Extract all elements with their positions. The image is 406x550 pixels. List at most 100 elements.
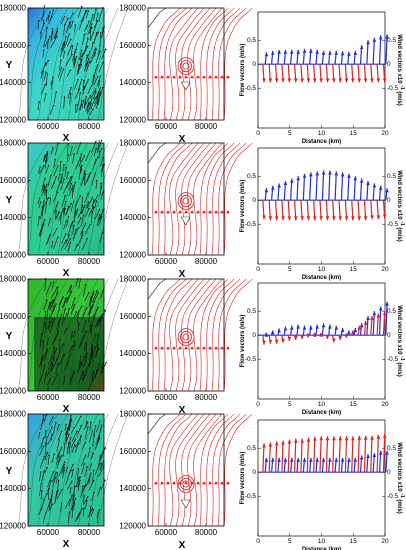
streamline <box>175 278 205 392</box>
flow-vector-head <box>344 436 349 441</box>
wind-arrow <box>76 477 80 487</box>
wind-arrow-head <box>46 348 49 351</box>
wind-arrow <box>69 488 72 495</box>
flow-vector <box>363 435 367 473</box>
wind-arrow <box>50 10 54 20</box>
wind-arrow-head <box>51 241 54 243</box>
streamline <box>211 142 241 256</box>
wind-arrow <box>69 146 73 156</box>
wind-arrow-head <box>51 489 54 492</box>
wind-arrow <box>85 353 88 361</box>
wind-arrow-head <box>83 495 85 497</box>
wind-arrow <box>40 206 43 220</box>
right-tick-label: 0.5 <box>387 37 396 44</box>
right-axis-label: Wind vectors x10 -1 (m/s) <box>396 442 405 513</box>
wind-arrow-head <box>42 19 45 22</box>
wind-arrow <box>97 45 101 57</box>
wind-arrow <box>82 321 87 334</box>
wind-arrow-head <box>64 308 66 310</box>
contour-line <box>77 7 109 121</box>
wind-arrow-head <box>52 310 55 312</box>
wind-arrow <box>81 46 87 58</box>
wind-vector-head <box>347 173 351 178</box>
wind-arrow <box>47 12 51 22</box>
wind-arrow-head <box>63 15 66 18</box>
wind-arrow-head <box>70 415 72 417</box>
wind-arrow-head <box>79 476 81 478</box>
y-tick-label: 140000 <box>119 484 146 493</box>
x-tick-label: 10 <box>318 130 326 137</box>
wind-vector <box>321 170 325 201</box>
wind-arrow-head <box>60 430 63 432</box>
streamline-arrow <box>214 75 218 79</box>
wind-arrow-head <box>40 333 43 336</box>
wind-arrow <box>90 97 96 110</box>
wind-arrow-head <box>68 433 70 436</box>
flow-vector-head <box>382 311 387 316</box>
streamline-arrow <box>190 75 194 79</box>
wind-arrow <box>72 494 75 501</box>
island <box>180 499 191 509</box>
wind-arrow-head <box>44 154 46 156</box>
wind-arrow <box>88 480 94 491</box>
wind-arrow <box>58 208 64 221</box>
wind-arrow-head <box>70 487 72 489</box>
wind-arrow-head <box>83 80 85 82</box>
wind-arrow-head <box>67 442 70 444</box>
wind-arrow-head <box>57 330 60 333</box>
wind-arrow-head <box>91 325 93 327</box>
wind-arrow-head <box>44 310 47 313</box>
eddy-ring <box>180 477 192 491</box>
eddy-ring <box>180 330 192 344</box>
wind-arrow-head <box>46 73 48 75</box>
wind-arrow <box>94 156 99 165</box>
wind-arrow <box>46 39 49 50</box>
wind-arrow <box>77 79 83 92</box>
left-tick-label: 0.5 <box>247 37 256 44</box>
wind-arrow-head <box>73 493 75 495</box>
wind-arrow-head <box>52 9 55 11</box>
wind-arrow-head <box>81 507 83 510</box>
wind-vector-head <box>340 172 345 177</box>
wind-arrow-head <box>53 317 56 320</box>
wind-arrow <box>89 108 94 116</box>
wind-arrow-head <box>59 173 61 175</box>
eddy-ring <box>180 59 192 73</box>
wind-arrow-head <box>39 201 42 204</box>
streamline <box>205 413 235 527</box>
wind-arrow <box>70 21 74 29</box>
wind-arrow-head <box>62 208 64 210</box>
wind-vector-head <box>347 330 351 335</box>
wind-arrow <box>66 354 71 366</box>
wind-arrow-head <box>51 503 54 505</box>
wind-arrow-head <box>92 371 95 373</box>
wind-arrow-head <box>105 361 107 364</box>
wind-arrow <box>62 308 66 321</box>
wind-arrow-head <box>84 205 86 207</box>
wind-arrow <box>37 20 39 30</box>
wind-arrow-head <box>89 223 91 226</box>
wind-arrow-head <box>74 24 77 26</box>
wind-arrow <box>60 44 64 52</box>
wind-arrow-head <box>98 79 101 81</box>
wind-arrow-head <box>72 187 74 190</box>
x-axis-label: X <box>179 269 186 280</box>
wind-arrow <box>83 331 87 340</box>
contour-line <box>87 413 119 527</box>
streamline-bg <box>148 143 224 255</box>
wind-arrow <box>93 76 99 86</box>
streamline-arrow <box>208 75 212 79</box>
wind-arrow-head <box>45 93 47 95</box>
streamline <box>193 278 223 392</box>
wind-arrow <box>82 86 85 95</box>
flow-vector-head <box>325 436 330 441</box>
streamline-arrow <box>220 346 224 350</box>
right-tick-label: 0 <box>387 197 391 204</box>
wind-arrow-head <box>68 234 70 236</box>
wind-arrow <box>96 509 100 518</box>
wind-arrow <box>49 310 54 320</box>
wind-arrow-head <box>87 192 90 194</box>
wind-arrow <box>43 152 48 161</box>
wind-arrow <box>88 312 91 323</box>
wind-arrow <box>41 186 45 197</box>
